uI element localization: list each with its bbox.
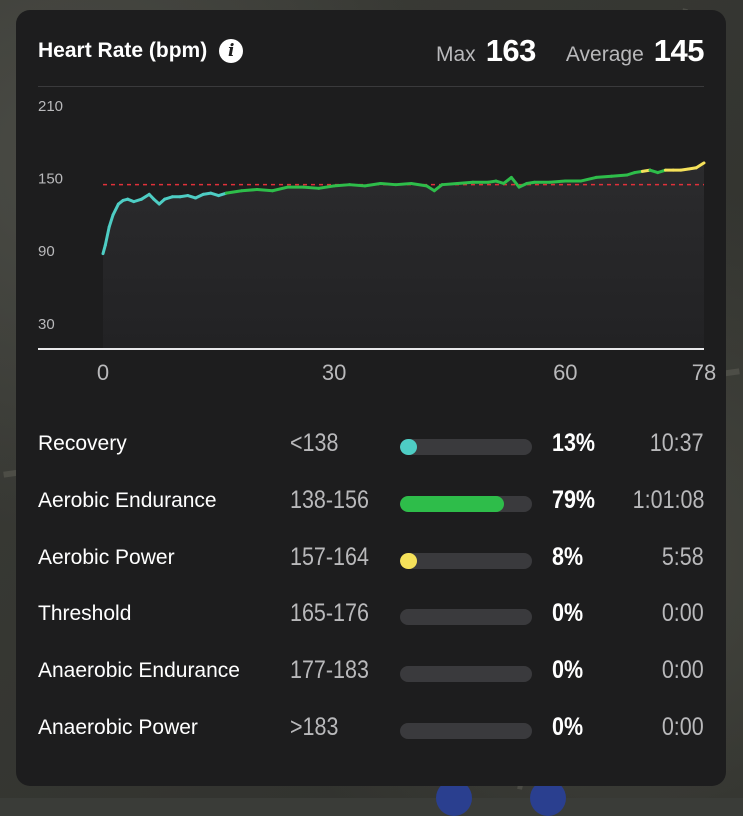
zone-name: Anaerobic Endurance [38, 659, 240, 683]
hr-line-segment [317, 184, 336, 190]
hr-line-segment [332, 183, 352, 188]
hr-line-segment [425, 184, 436, 193]
x-tick-label: 78 [692, 360, 716, 385]
zone-percent: 13% [552, 429, 596, 457]
zone-range: 165-176 [290, 599, 369, 628]
hr-line-segment [502, 175, 513, 185]
hr-line-segment [509, 175, 521, 189]
zone-time: 0:00 [662, 599, 704, 628]
zone-list: Recovery <138 13% 10:37 Aerobic Endurance 138… [38, 420, 704, 761]
average-label: Average [565, 43, 644, 66]
hr-line-segment [363, 181, 382, 188]
max-label: Max [436, 43, 476, 66]
hr-line-segment [140, 192, 151, 201]
hr-line-segment [348, 183, 367, 188]
heart-rate-card: Heart Rate (bpm) i Max 163 Average 145 2… [16, 10, 726, 786]
zone-progress-fill [400, 495, 505, 512]
hr-line-segment [378, 181, 398, 187]
zone-time: 10:37 [650, 429, 704, 457]
zone-time: 0:00 [662, 656, 704, 685]
card-title: Heart Rate (bpm) [38, 39, 208, 62]
heart-rate-chart: 210 150 90 30 0 30 60 78 [38, 100, 716, 385]
hr-line-segment [432, 183, 444, 193]
zone-progress-bar [400, 722, 532, 739]
average-value: 145 [653, 33, 705, 68]
hr-line-segment [224, 189, 244, 195]
zone-percent: 8% [552, 542, 584, 571]
zone-row: Recovery <138 13% 10:37 [38, 420, 704, 477]
zone-range: 177-183 [290, 656, 369, 685]
zone-percent: 0% [552, 656, 584, 685]
hr-line-segment [301, 185, 321, 190]
x-tick-label: 60 [553, 360, 577, 385]
zone-row: Threshold 165-176 0% 0:00 [38, 590, 704, 647]
y-tick-label: 90 [38, 243, 55, 260]
zone-progress-bar [400, 439, 532, 455]
zone-name: Aerobic Endurance [38, 488, 217, 512]
zone-name: Aerobic Power [38, 545, 175, 569]
y-tick-label: 210 [38, 100, 63, 115]
zone-time: 0:00 [662, 712, 704, 741]
summary-stats: Max 163 Average 145 [436, 33, 705, 69]
hr-line-segment [579, 175, 598, 183]
zone-range: 138-156 [290, 485, 369, 514]
zone-time: 5:58 [662, 542, 704, 571]
zone-percent: 0% [552, 712, 584, 741]
zone-name: Anaerobic Power [38, 715, 198, 739]
zone-row: Anaerobic Power >183 0% 0:00 [38, 704, 704, 761]
hr-line-segment [594, 174, 614, 179]
chart-area-fill [103, 162, 704, 348]
zone-percent: 0% [552, 599, 584, 628]
zone-progress-fill [400, 552, 418, 569]
x-tick-label: 30 [322, 360, 346, 385]
max-value: 163 [485, 33, 537, 68]
zone-name: Recovery [38, 432, 127, 455]
hr-line-segment [255, 188, 275, 193]
y-tick-label: 150 [38, 171, 63, 188]
card-header: Heart Rate (bpm) i Max 163 Average 145 [38, 33, 705, 69]
x-tick-label: 0 [97, 360, 109, 385]
hr-line-segment [610, 173, 629, 178]
header-divider [38, 86, 704, 87]
hr-line-segment [409, 181, 429, 188]
hr-line-segment [440, 181, 459, 187]
hr-line-segment [111, 202, 120, 217]
hr-line-segment [455, 180, 475, 185]
zone-row: Aerobic Endurance 138-156 79% 1:01:08 [38, 477, 704, 534]
zone-progress-bar [400, 609, 532, 626]
hr-line-segment [240, 188, 259, 193]
zone-name: Threshold [38, 602, 132, 626]
zone-progress-bar [400, 495, 532, 512]
y-tick-label: 30 [38, 316, 55, 333]
zone-range: >183 [290, 712, 339, 741]
zone-time: 1:01:08 [632, 485, 704, 514]
hr-line-segment [103, 225, 111, 247]
zone-percent: 79% [552, 485, 596, 514]
zone-progress-bar [400, 666, 532, 683]
hr-line-segment [548, 179, 567, 184]
hr-line-segment [271, 185, 290, 193]
hr-line-segment [694, 161, 706, 170]
hr-line-segment [394, 181, 413, 187]
zone-progress-fill [400, 439, 418, 455]
zone-row: Anaerobic Endurance 177-183 0% 0:00 [38, 647, 704, 704]
info-icon[interactable]: i [219, 39, 244, 63]
zone-progress-bar [400, 552, 532, 569]
zone-range: 157-164 [290, 542, 369, 571]
zone-row: Aerobic Power 157-164 8% 5:58 [38, 534, 704, 591]
zone-range: <138 [290, 429, 339, 457]
hr-line-segment [107, 213, 115, 229]
